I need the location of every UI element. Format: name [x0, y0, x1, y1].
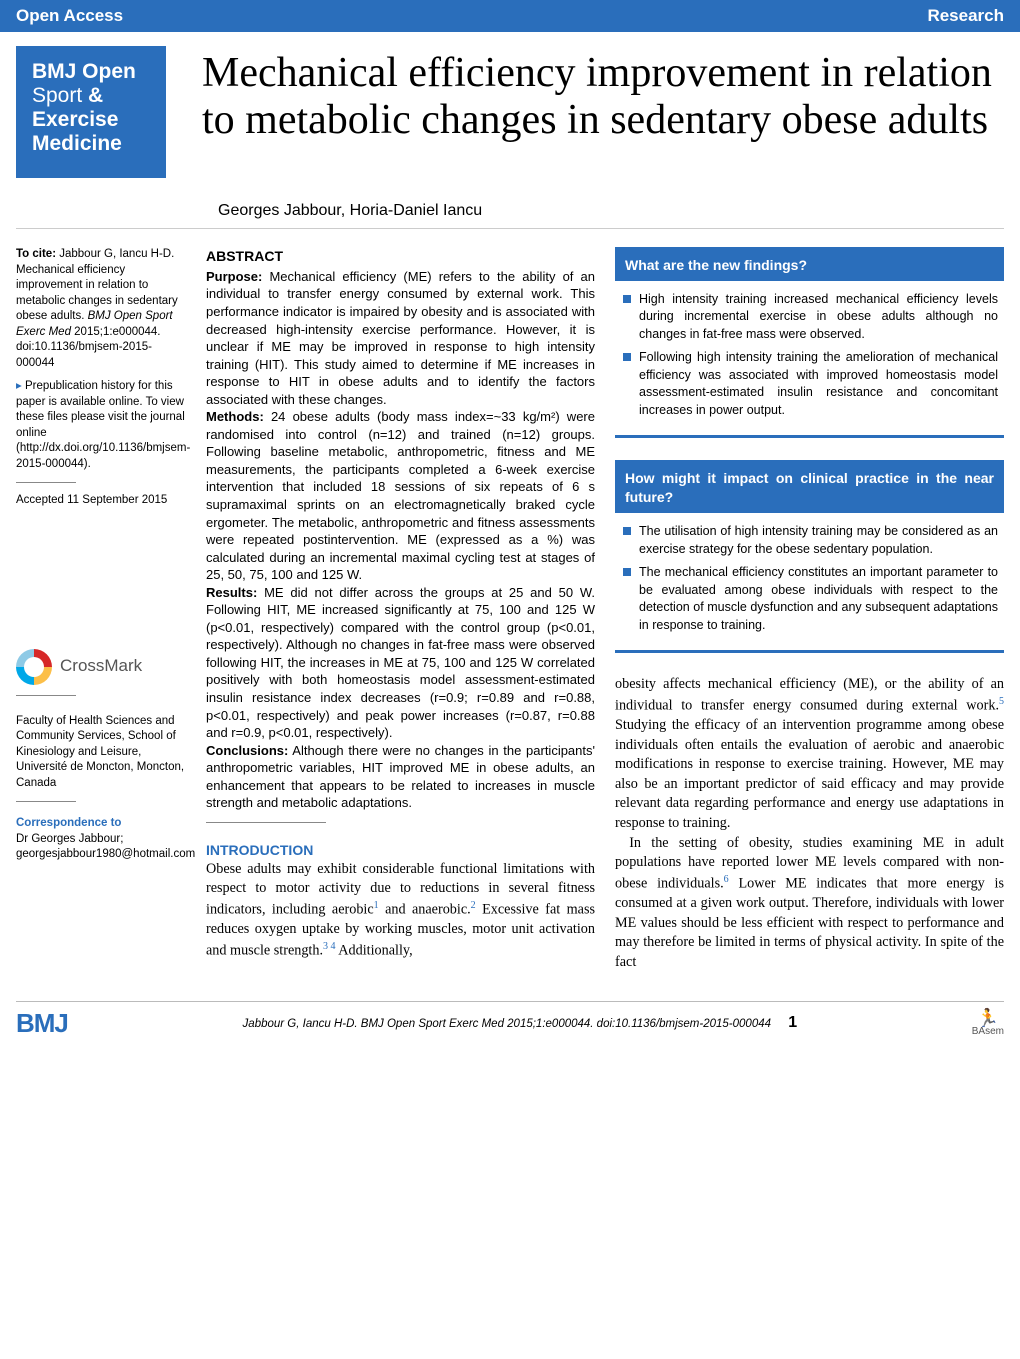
- ref-3-4[interactable]: 3 4: [323, 941, 336, 952]
- correspondence: Correspondence to Dr Georges Jabbour; ge…: [16, 816, 186, 863]
- divider: [16, 695, 76, 696]
- column-1: ABSTRACT Purpose: Mechanical efficiency …: [206, 247, 595, 973]
- crossmark-icon: [16, 649, 52, 685]
- authors: Georges Jabbour, Horia-Daniel Iancu: [16, 178, 1004, 229]
- impact-item: The mechanical efficiency constitutes an…: [621, 564, 998, 634]
- introduction-text: Obese adults may exhibit considerable fu…: [206, 860, 595, 961]
- affiliation: Faculty of Health Sciences and Community…: [16, 714, 186, 792]
- body-continuation: obesity affects mechanical efficiency (M…: [615, 675, 1004, 972]
- bmj-logo: BMJ: [16, 1008, 68, 1039]
- correspondence-text: Dr Georges Jabbour; georgesjabbour1980@h…: [16, 833, 195, 861]
- findings-item: High intensity training increased mechan…: [621, 291, 998, 344]
- divider: [16, 801, 76, 802]
- page-number: 1: [788, 1014, 797, 1031]
- research-label: Research: [927, 6, 1004, 26]
- introduction-heading: INTRODUCTION: [206, 841, 595, 860]
- impact-item: The utilisation of high intensity traini…: [621, 523, 998, 558]
- prepublication-note: ▸ Prepublication history for this paper …: [16, 379, 186, 472]
- accepted-date: Accepted 11 September 2015: [16, 493, 186, 509]
- journal-name-4: Medicine: [32, 132, 150, 156]
- findings-item: Following high intensity training the am…: [621, 349, 998, 419]
- text-columns: ABSTRACT Purpose: Mechanical efficiency …: [206, 247, 1004, 973]
- column-2: What are the new findings? High intensit…: [615, 247, 1004, 973]
- abstract-heading: ABSTRACT: [206, 247, 595, 266]
- ref-5[interactable]: 5: [999, 696, 1004, 707]
- header-row: BMJ Open Sport & Exercise Medicine Mecha…: [0, 32, 1020, 178]
- main-content: To cite: Jabbour G, Iancu H-D. Mechanica…: [0, 229, 1020, 973]
- journal-logo-box: BMJ Open Sport & Exercise Medicine: [16, 46, 166, 178]
- page-footer: BMJ Jabbour G, Iancu H-D. BMJ Open Sport…: [16, 1001, 1004, 1053]
- basem-icon: 🏃: [977, 1008, 999, 1028]
- impact-list: The utilisation of high intensity traini…: [621, 523, 998, 634]
- article-title: Mechanical efficiency improvement in rel…: [166, 46, 1004, 178]
- impact-heading: How might it impact on clinical practice…: [615, 463, 1004, 513]
- sidebar: To cite: Jabbour G, Iancu H-D. Mechanica…: [16, 247, 186, 973]
- abstract-purpose: Purpose: Mechanical efficiency (ME) refe…: [206, 268, 595, 408]
- top-bar: Open Access Research: [0, 0, 1020, 32]
- findings-box: What are the new findings? High intensit…: [615, 247, 1004, 438]
- abstract-conclusions: Conclusions: Although there were no chan…: [206, 742, 595, 812]
- findings-list: High intensity training increased mechan…: [621, 291, 998, 420]
- impact-box: How might it impact on clinical practice…: [615, 460, 1004, 653]
- abstract-methods: Methods: 24 obese adults (body mass inde…: [206, 408, 595, 583]
- arrow-icon: ▸: [16, 380, 25, 392]
- divider: [206, 822, 326, 823]
- crossmark-label: CrossMark: [60, 655, 142, 678]
- correspondence-label: Correspondence to: [16, 817, 121, 829]
- crossmark-badge[interactable]: CrossMark: [16, 649, 186, 685]
- abstract-results: Results: ME did not differ across the gr…: [206, 584, 595, 742]
- journal-name-1: BMJ Open: [32, 60, 150, 84]
- citation-block: To cite: Jabbour G, Iancu H-D. Mechanica…: [16, 247, 186, 371]
- footer-citation: Jabbour G, Iancu H-D. BMJ Open Sport Exe…: [243, 1014, 798, 1032]
- findings-heading: What are the new findings?: [615, 250, 1004, 281]
- divider: [16, 482, 76, 483]
- open-access-label: Open Access: [16, 6, 123, 26]
- cite-prefix: To cite:: [16, 248, 56, 260]
- journal-name-3: Exercise: [32, 108, 150, 132]
- basem-logo: 🏃 BAsem: [972, 1009, 1004, 1037]
- journal-name-2: Sport &: [32, 84, 150, 108]
